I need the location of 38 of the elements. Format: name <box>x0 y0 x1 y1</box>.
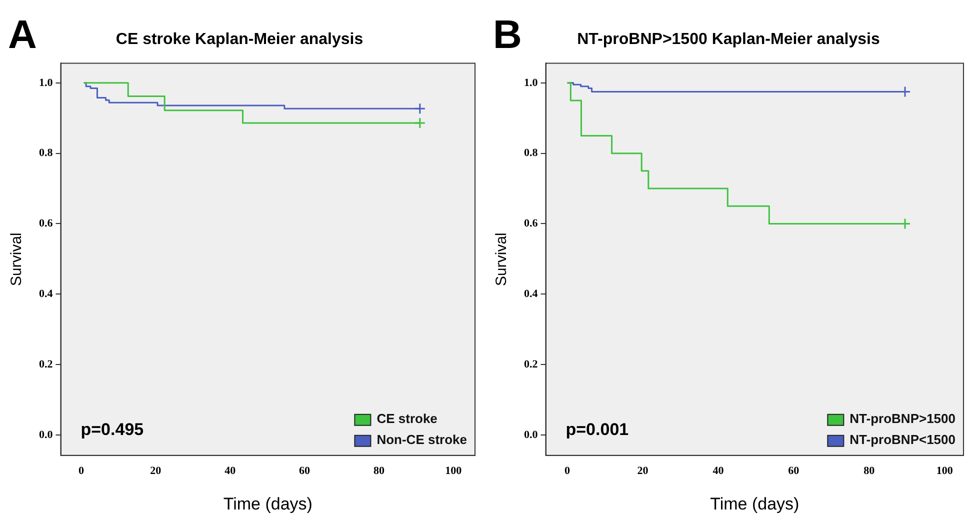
x-tick-label: 80 <box>864 464 876 477</box>
legend-label: CE stroke <box>376 410 438 426</box>
y-tick-label: 0.0 <box>39 428 54 441</box>
x-tick-label: 100 <box>936 464 954 477</box>
x-axis-title: Time (days) <box>223 494 312 514</box>
y-tick-label: 0.4 <box>39 288 54 300</box>
x-tick-label: 40 <box>224 464 236 477</box>
text: A <box>8 13 37 57</box>
chart-title: CE stroke Kaplan-Meier analysis <box>116 31 364 48</box>
x-tick-label: 0 <box>78 464 84 477</box>
legend-label: NT-proBNP>1500 <box>850 410 956 426</box>
x-tick-label: 40 <box>712 464 724 477</box>
x-tick-label: 60 <box>788 464 800 477</box>
annotation: p=0.001 <box>566 420 629 440</box>
annotation: p=0.495 <box>80 420 144 440</box>
y-tick-label: 1.0 <box>524 76 538 89</box>
x-tick-label: 80 <box>373 464 385 477</box>
y-tick-label: 1.0 <box>39 76 54 89</box>
chart-title: NT-proBNP>1500 Kaplan-Meier analysis <box>577 31 880 48</box>
y-tick-label: 0.2 <box>524 358 538 370</box>
y-tick-label: 0.2 <box>39 358 54 370</box>
y-tick-label: 0.8 <box>39 147 54 160</box>
x-tick-label: 0 <box>564 464 571 477</box>
x-tick-label: 60 <box>299 464 311 477</box>
legend-label: Non-CE stroke <box>376 432 468 447</box>
text: B <box>493 13 522 57</box>
y-axis-title: Survival <box>8 232 26 286</box>
y-tick-label: 0.4 <box>524 288 538 300</box>
y-tick-label: 0.6 <box>524 218 538 230</box>
legend-label: NT-proBNP<1500 <box>850 432 956 447</box>
x-tick-label: 20 <box>637 464 649 477</box>
x-axis-title: Time (days) <box>710 494 800 514</box>
y-tick-label: 0.0 <box>524 428 538 441</box>
x-tick-label: 100 <box>445 464 462 477</box>
y-tick-label: 0.6 <box>39 218 54 230</box>
y-axis-title: Survival <box>493 232 510 286</box>
x-tick-label: 20 <box>150 464 162 477</box>
y-tick-label: 0.8 <box>524 147 538 160</box>
